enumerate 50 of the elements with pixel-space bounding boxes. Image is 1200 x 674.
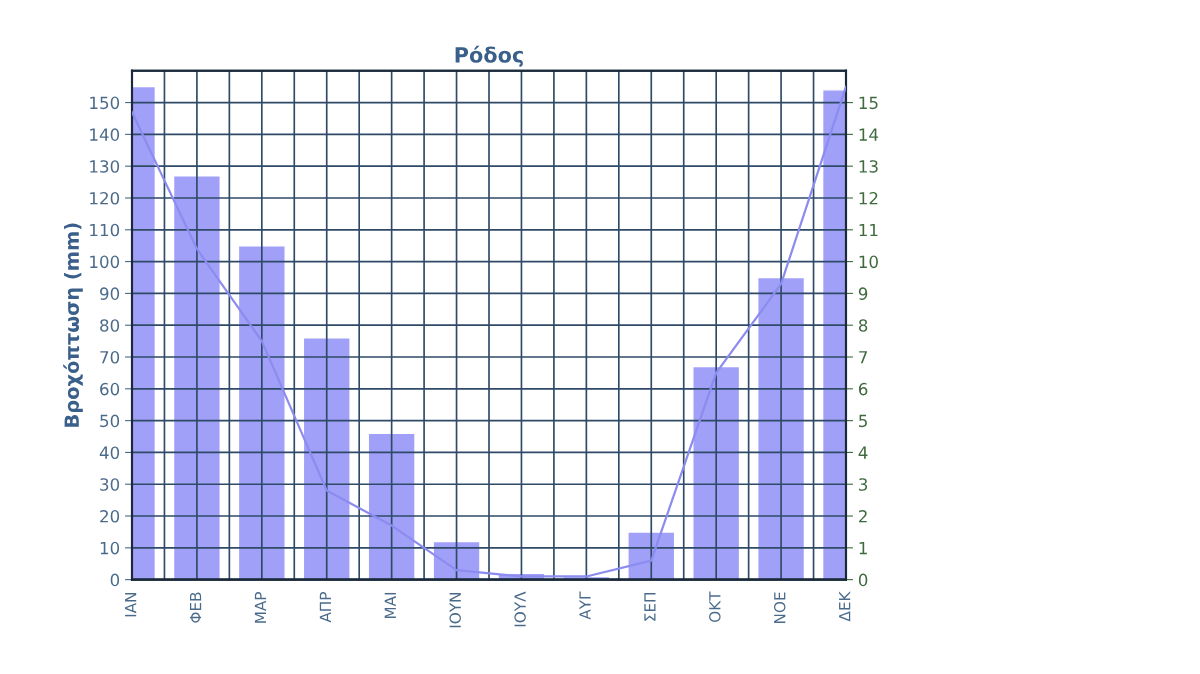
- y2-tick-label: 4: [858, 446, 868, 459]
- y2-tick-label: 2: [859, 509, 867, 523]
- y-tick-label: 10: [100, 541, 120, 555]
- y-tick-label: 60: [100, 382, 120, 396]
- y-axis-title: Βροχόπτωση (mm): [63, 223, 83, 427]
- y-tick-label: 140: [90, 128, 120, 141]
- y2-tick-label: 1: [859, 542, 867, 555]
- y2-tick-label: 15: [859, 96, 878, 110]
- y-tick-label: 40: [99, 446, 120, 459]
- y2-tick-label: 5: [859, 414, 867, 428]
- x-tick-label: ΙΟΥΝ: [449, 592, 461, 628]
- y-tick-label: 150: [90, 96, 120, 110]
- y-tick-label: 110: [90, 223, 120, 237]
- y2-tick-label: 10: [859, 255, 878, 269]
- y-tick-label: 70: [100, 350, 120, 364]
- bar: [757, 276, 806, 580]
- y2-tick-label: 8: [858, 319, 868, 332]
- x-tick-label: ΑΥΓ: [579, 591, 591, 620]
- y2-tick-label: 11: [859, 223, 878, 237]
- x-tick-label: ΜΑΙ: [384, 592, 396, 619]
- y2-tick-label: 0: [858, 573, 868, 587]
- y2-tick-label: 6: [858, 382, 868, 396]
- y-tick-label: 30: [100, 478, 120, 491]
- y2-tick-label: 14: [859, 128, 879, 141]
- x-tick-label: ΙΟΥΛ: [514, 591, 526, 627]
- x-tick-label: ΑΠΡ: [319, 591, 331, 623]
- bar: [172, 175, 221, 580]
- y-tick-label: 130: [90, 160, 120, 173]
- y2-tick-label: 13: [859, 160, 878, 173]
- y2-tick-label: 3: [859, 478, 868, 491]
- y-tick-label: 80: [100, 319, 120, 332]
- x-tick-label: ΔΕΚ: [839, 591, 851, 622]
- x-tick-label: ΟΚΤ: [709, 591, 721, 622]
- y-tick-label: 20: [100, 509, 120, 523]
- y-tick-label: 120: [90, 191, 120, 205]
- y-tick-label: 90: [100, 287, 120, 300]
- x-tick-label: ΣΕΠ: [644, 592, 656, 621]
- y2-tick-label: 12: [859, 191, 878, 205]
- y-tick-label: 50: [100, 414, 120, 428]
- y2-tick-label: 9: [858, 287, 868, 300]
- x-tick-label: ΜΑΡ: [254, 591, 267, 623]
- y-tick-label: 100: [90, 255, 120, 269]
- chart-title: Ρόδος: [455, 45, 523, 67]
- y2-tick-label: 7: [859, 351, 867, 364]
- x-tick-label: ΦΕΒ: [189, 592, 202, 623]
- bar: [237, 244, 286, 580]
- bar: [367, 432, 416, 580]
- x-tick-label: ΙΑΝ: [125, 592, 137, 617]
- y-tick-label: 0: [110, 573, 120, 587]
- x-tick-label: ΝΟΕ: [773, 592, 786, 624]
